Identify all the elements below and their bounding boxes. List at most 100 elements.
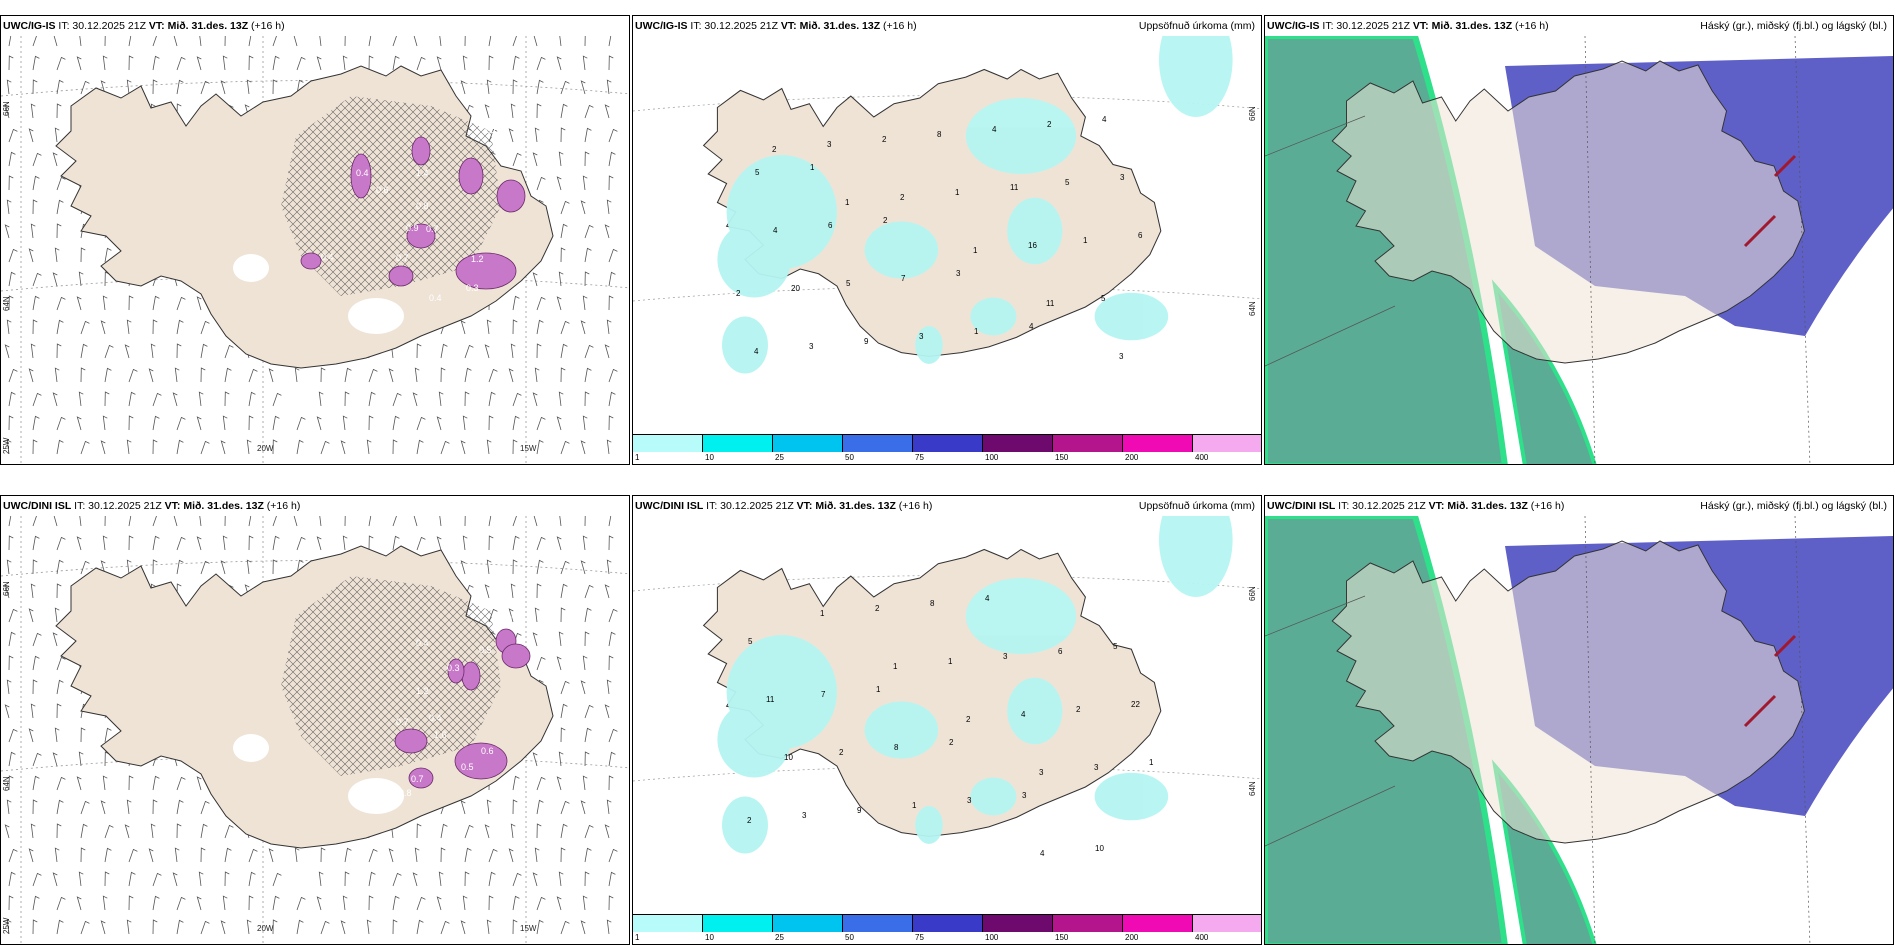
colorbar-cell: [703, 434, 773, 452]
precip-amount-label: 2: [747, 816, 752, 825]
precip-amount-label: 1: [810, 163, 815, 172]
colorbar-tick: 50: [845, 453, 854, 462]
precip-amount-label: 2: [1047, 120, 1052, 129]
cloud-panel-2-header: UWC/DINI ISL IT: 30.12.2025 21Z VT: Mið.…: [1267, 500, 1889, 516]
model-name: UWC/DINI ISL: [1267, 500, 1336, 512]
cloud-panel-1-header: UWC/IG-IS IT: 30.12.2025 21Z VT: Mið. 31…: [1267, 20, 1889, 36]
precip-value-label: 0.4: [429, 293, 442, 303]
wind-map-1: 0.6 0.4 1.2 0.7 0.9 1.4 0.4 0.6 0.8 0.7 0.3 0.4 25W 2…: [1, 36, 629, 464]
precip-amount-label: 3: [1094, 763, 1099, 772]
lon-label: 20W: [257, 924, 274, 933]
precip-amount-label: 1: [1149, 758, 1154, 767]
precip-amount-label: 3: [802, 811, 807, 820]
precip-value-label: 0.3: [466, 283, 479, 293]
colorbar-cell: [633, 434, 703, 452]
colorbar-cell: [983, 914, 1053, 932]
precip-amount-label: 8: [937, 130, 942, 139]
precip-panel-2-header: UWC/DINI ISL IT: 30.12.2025 21Z VT: Mið.…: [635, 500, 1257, 516]
precip-value-label: 0.4: [321, 252, 334, 262]
precip-amount-label: 9: [857, 806, 862, 815]
precip-panel-1: UWC/IG-IS IT: 30.12.2025 21Z VT: Mið. 31…: [632, 15, 1262, 465]
precip-amount-label: 2: [900, 193, 905, 202]
precip-area: [970, 297, 1017, 336]
precip-amount-label: 22: [1131, 700, 1140, 709]
precip-amount-label: 2: [966, 715, 971, 724]
precip-amount-label: 1: [893, 662, 898, 671]
colorbar-2: 1 10 25 50 75 100 150 200 400: [633, 914, 1261, 944]
precip-amount-label: 1: [1083, 236, 1088, 245]
precip-value-label: 1.4: [416, 168, 429, 178]
colorbar-tick: 100: [985, 453, 999, 462]
precip-value-label: 0.5: [479, 645, 492, 655]
colorbar-cell: [773, 914, 843, 932]
colorbar-cell: [773, 434, 843, 452]
lat-label: 64N: [1248, 781, 1257, 796]
cloud-panel-2: UWC/DINI ISL IT: 30.12.2025 21Z VT: Mið.…: [1264, 495, 1894, 945]
precip-amount-label: 5: [1065, 178, 1070, 187]
init-time: IT: 30.12.2025 21Z: [706, 500, 794, 512]
precip-amount-label: 11: [1010, 183, 1019, 192]
lead-time: (+16 h): [883, 20, 917, 32]
init-time: IT: 30.12.2025 21Z: [690, 20, 778, 32]
colorbar-cell: [633, 914, 703, 932]
valid-time: VT: Mið. 31.des. 13Z: [1428, 500, 1528, 512]
precip-amount-label: 4: [1040, 849, 1045, 858]
precip-value-label: 1.6: [434, 730, 447, 740]
precip-amount-label: 9: [864, 337, 869, 346]
lon-label: 15W: [520, 924, 537, 933]
lon-label: 20W: [257, 444, 274, 453]
precip-amount-label: 2: [736, 289, 741, 298]
colorbar-cell: [1053, 434, 1123, 452]
precip-area: [970, 777, 1017, 816]
valid-time: VT: Mið. 31.des. 13Z: [1412, 20, 1513, 32]
colorbar-1: 1 10 25 50 75 100 150 200 400: [633, 434, 1261, 464]
precip-value-label: 0.6: [481, 746, 494, 756]
model-name: UWC/DINI ISL: [3, 500, 72, 512]
wind-panel-1-header: UWC/IG-IS IT: 30.12.2025 21Z VT: Mið. 31…: [3, 20, 625, 36]
colorbar-tick: 10: [705, 933, 714, 942]
precip-area: [1007, 197, 1063, 265]
precip-area: [1159, 516, 1233, 597]
lead-time: (+16 h): [1515, 20, 1549, 32]
precip-area: [915, 806, 943, 844]
lead-time: (+16 h): [251, 20, 285, 32]
valid-time: VT: Mið. 31.des. 13Z: [796, 500, 896, 512]
colorbar-tick: 75: [915, 933, 924, 942]
model-name: UWC/IG-IS: [635, 20, 688, 32]
lead-time: (+16 h): [1530, 500, 1565, 512]
wind-map-2: 1.1 0.5 0.4 0.3 1.2 0.4 0.7 1.6 0.6 0.5 0.7 0.8 25W 2…: [1, 516, 629, 944]
colorbar-cell: [983, 434, 1053, 452]
colorbar-tick: 200: [1125, 933, 1139, 942]
precip-value-label: 0.8: [399, 788, 412, 798]
precip-amount-label: 4: [773, 226, 778, 235]
precip-amount-label: 6: [828, 221, 833, 230]
valid-time: VT: Mið. 31.des. 13Z: [780, 20, 881, 32]
precip-amount-label: 8: [930, 599, 935, 608]
precip-amount-label: 7: [821, 690, 826, 699]
precip-value-label: 0.5: [461, 762, 474, 772]
precip-amount-label: 2: [1076, 705, 1081, 714]
init-time: IT: 30.12.2025 21Z: [74, 500, 162, 512]
colorbar-tick: 25: [775, 453, 784, 462]
precip-value-label: 1.2: [416, 686, 429, 696]
precip-amount-label: 1: [974, 327, 979, 336]
precip-blob: [408, 767, 434, 789]
lat-label: 64N: [2, 296, 11, 311]
precip-amount-label: 6: [1058, 647, 1063, 656]
colorbar-cell: [1123, 914, 1193, 932]
panel-title: Háský (gr.), miðský (fj.bl.) og lágský (…: [1700, 20, 1887, 32]
colorbar-cell: [703, 914, 773, 932]
precip-value-label: 0.8: [416, 201, 429, 211]
lat-label: 66N: [1248, 586, 1257, 601]
precip-value-label: 0.6: [376, 185, 389, 195]
precip-value-label: 0.4: [429, 713, 442, 723]
precip-amount-label: 6: [1138, 231, 1143, 240]
precip-amount-label: 3: [1003, 652, 1008, 661]
lon-label: 25W: [2, 437, 11, 454]
precip-amount-label: 4: [992, 125, 997, 134]
precip-blob: [300, 252, 322, 270]
precip-amount-label: 5: [1101, 294, 1106, 303]
precip-area: [965, 98, 1077, 174]
precip-amount-label: 2: [772, 145, 777, 154]
colorbar-cell: [1123, 434, 1193, 452]
